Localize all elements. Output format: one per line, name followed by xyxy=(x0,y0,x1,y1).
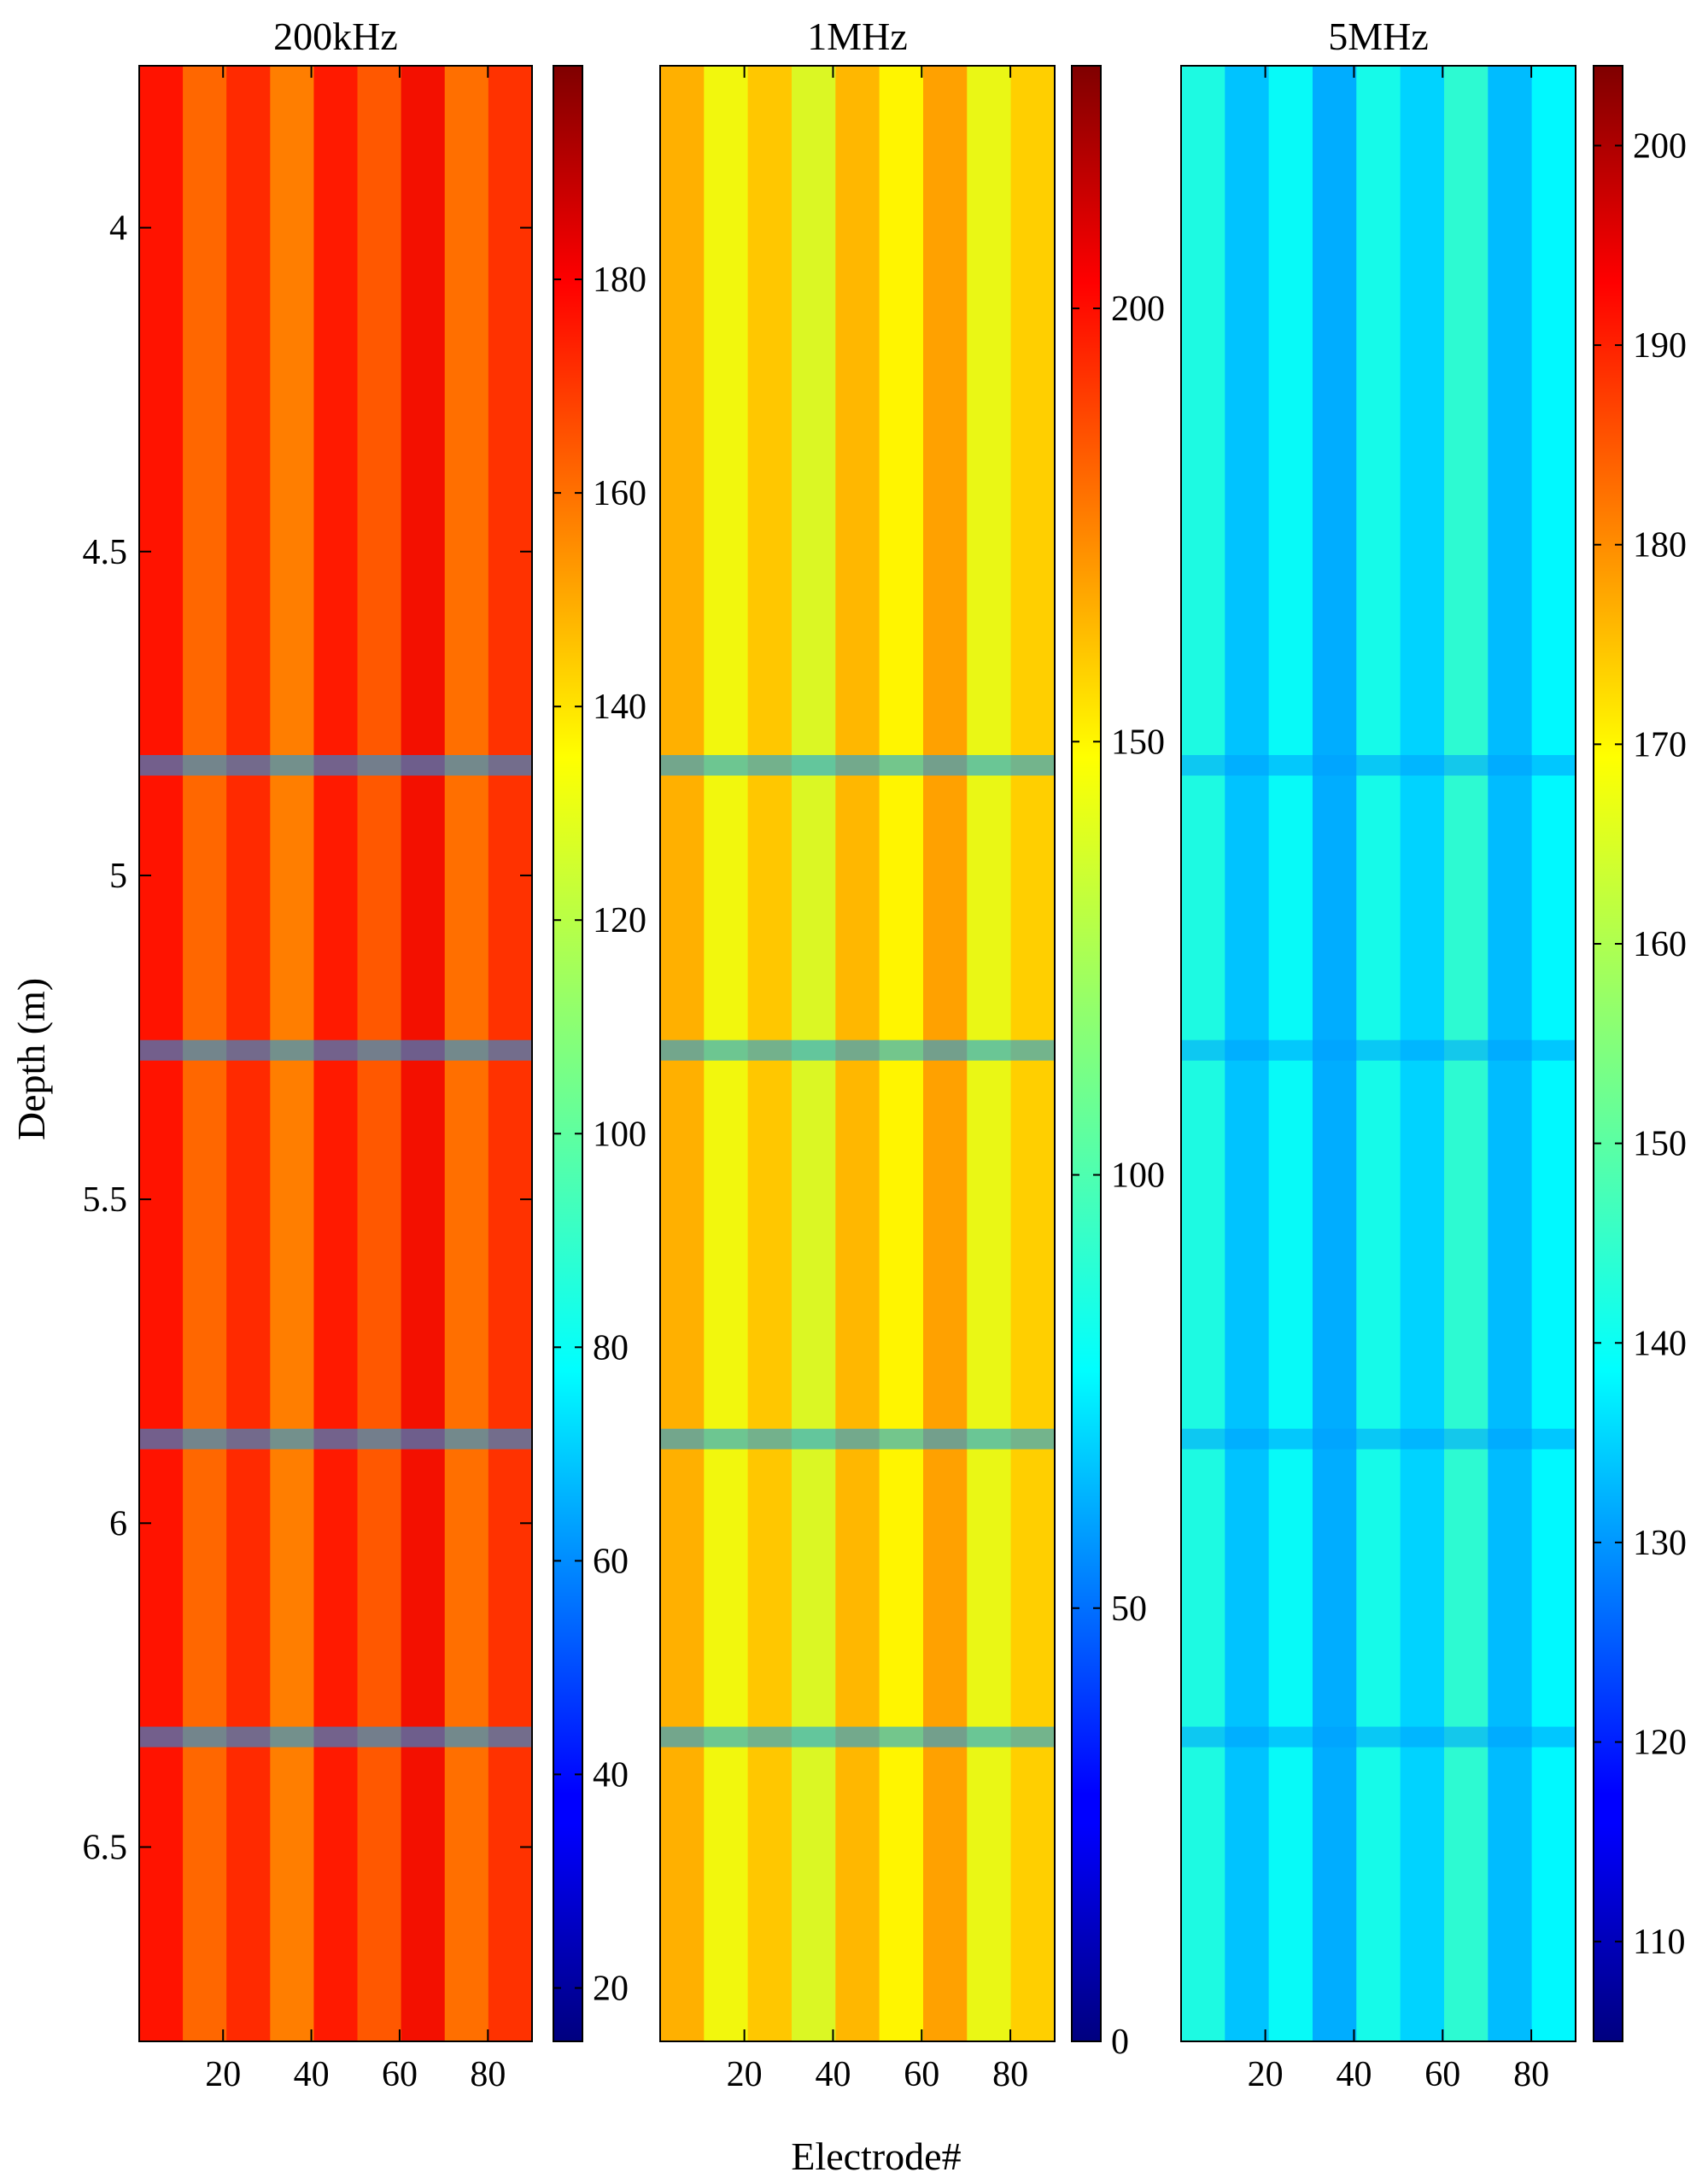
low-value-band xyxy=(660,1428,1055,1449)
low-value-band xyxy=(1181,1428,1576,1449)
colorbar-gradient xyxy=(1071,65,1102,2042)
low-value-band xyxy=(1181,1039,1576,1061)
low-value-band xyxy=(660,755,1055,776)
low-value-band xyxy=(1181,1726,1576,1748)
x-tick-label: 40 xyxy=(815,2055,851,2094)
colorbar-tick-label: 120 xyxy=(1633,1724,1687,1763)
colorbar-tick-label: 40 xyxy=(593,1755,629,1795)
colorbar-tick-label: 180 xyxy=(593,261,646,300)
low-value-band xyxy=(139,755,532,776)
x-tick-label: 80 xyxy=(992,2055,1028,2094)
colorbar-tick-label: 100 xyxy=(1111,1156,1165,1196)
colorbar-tick-label: 150 xyxy=(1111,723,1165,762)
y-axis-label: Depth (m) xyxy=(9,978,53,1140)
y-tick-label: 6 xyxy=(109,1504,127,1543)
x-tick-label: 60 xyxy=(1424,2055,1460,2094)
colorbar-tick-label: 160 xyxy=(1633,925,1687,964)
colorbar-tick-label: 170 xyxy=(1633,725,1687,764)
colorbar-tick-label: 140 xyxy=(1633,1324,1687,1363)
axes-frame xyxy=(659,65,1056,2042)
y-tick-label: 5.5 xyxy=(83,1180,128,1220)
low-value-band xyxy=(660,1039,1055,1061)
colorbar-gradient xyxy=(553,65,583,2042)
y-tick-label: 4 xyxy=(109,209,127,249)
panel-title: 5MHz xyxy=(1328,15,1429,58)
colorbar-tick-label: 190 xyxy=(1633,326,1687,366)
low-value-band xyxy=(139,1726,532,1748)
panel-title: 200kHz xyxy=(273,15,398,58)
colorbar-gradient xyxy=(1593,65,1623,2042)
heatmap-panel-1: 200kHz 20 40 60 80 4 4.5 5 5.5 6 6.5 20 40 60 80 100 120… xyxy=(83,15,647,2094)
x-tick-label: 40 xyxy=(1336,2055,1372,2094)
colorbar-tick-label: 140 xyxy=(593,688,646,727)
y-tick-label: 5 xyxy=(109,857,127,896)
colorbar-tick-label: 160 xyxy=(593,474,646,513)
x-tick-label: 80 xyxy=(470,2055,506,2094)
colorbar-tick-label: 80 xyxy=(593,1328,629,1367)
colorbar-tick-label: 0 xyxy=(1111,2023,1129,2062)
axes-frame xyxy=(138,65,533,2042)
colorbar-tick-label: 130 xyxy=(1633,1524,1687,1563)
heatmap-panel-2: 1MHz 20 40 60 80 0 50 100 150 200 xyxy=(659,15,1165,2094)
x-tick-label: 80 xyxy=(1513,2055,1549,2094)
colorbar: 20 40 60 80 100 120 140 160 180 xyxy=(553,65,646,2042)
colorbar-tick-label: 100 xyxy=(593,1115,646,1154)
colorbar-tick-label: 180 xyxy=(1633,526,1687,565)
x-tick-label: 20 xyxy=(727,2055,763,2094)
colorbar: 0 50 100 150 200 xyxy=(1071,65,1165,2062)
panel-title: 1MHz xyxy=(807,15,908,58)
colorbar-tick-label: 60 xyxy=(593,1542,629,1581)
y-tick-label: 4.5 xyxy=(83,533,128,572)
heatmap-panel-3: 5MHz 20 40 60 80 110 120 130 140 150 160 170 180 190 2… xyxy=(1180,15,1687,2094)
colorbar-tick-label: 110 xyxy=(1633,1923,1685,1962)
low-value-band xyxy=(660,1726,1055,1748)
colorbar-tick-label: 20 xyxy=(593,1969,629,2008)
colorbar: 110 120 130 140 150 160 170 180 190 200 xyxy=(1593,65,1687,2042)
colorbar-tick-label: 50 xyxy=(1111,1590,1147,1629)
x-tick-label: 20 xyxy=(205,2055,241,2094)
x-tick-label: 60 xyxy=(904,2055,939,2094)
x-tick-label: 60 xyxy=(382,2055,418,2094)
colorbar-tick-label: 200 xyxy=(1633,126,1687,166)
x-tick-label: 20 xyxy=(1248,2055,1284,2094)
x-axis-label: Electrode# xyxy=(791,2134,961,2178)
colorbar-tick-label: 150 xyxy=(1633,1125,1687,1164)
colorbar-tick-label: 120 xyxy=(593,901,646,940)
axes-frame xyxy=(1180,65,1576,2042)
low-value-band xyxy=(139,1039,532,1061)
low-value-band xyxy=(1181,755,1576,776)
colorbar-tick-label: 200 xyxy=(1111,290,1165,329)
low-value-band xyxy=(139,1428,532,1449)
y-tick-label: 6.5 xyxy=(83,1828,128,1867)
x-tick-label: 40 xyxy=(294,2055,330,2094)
